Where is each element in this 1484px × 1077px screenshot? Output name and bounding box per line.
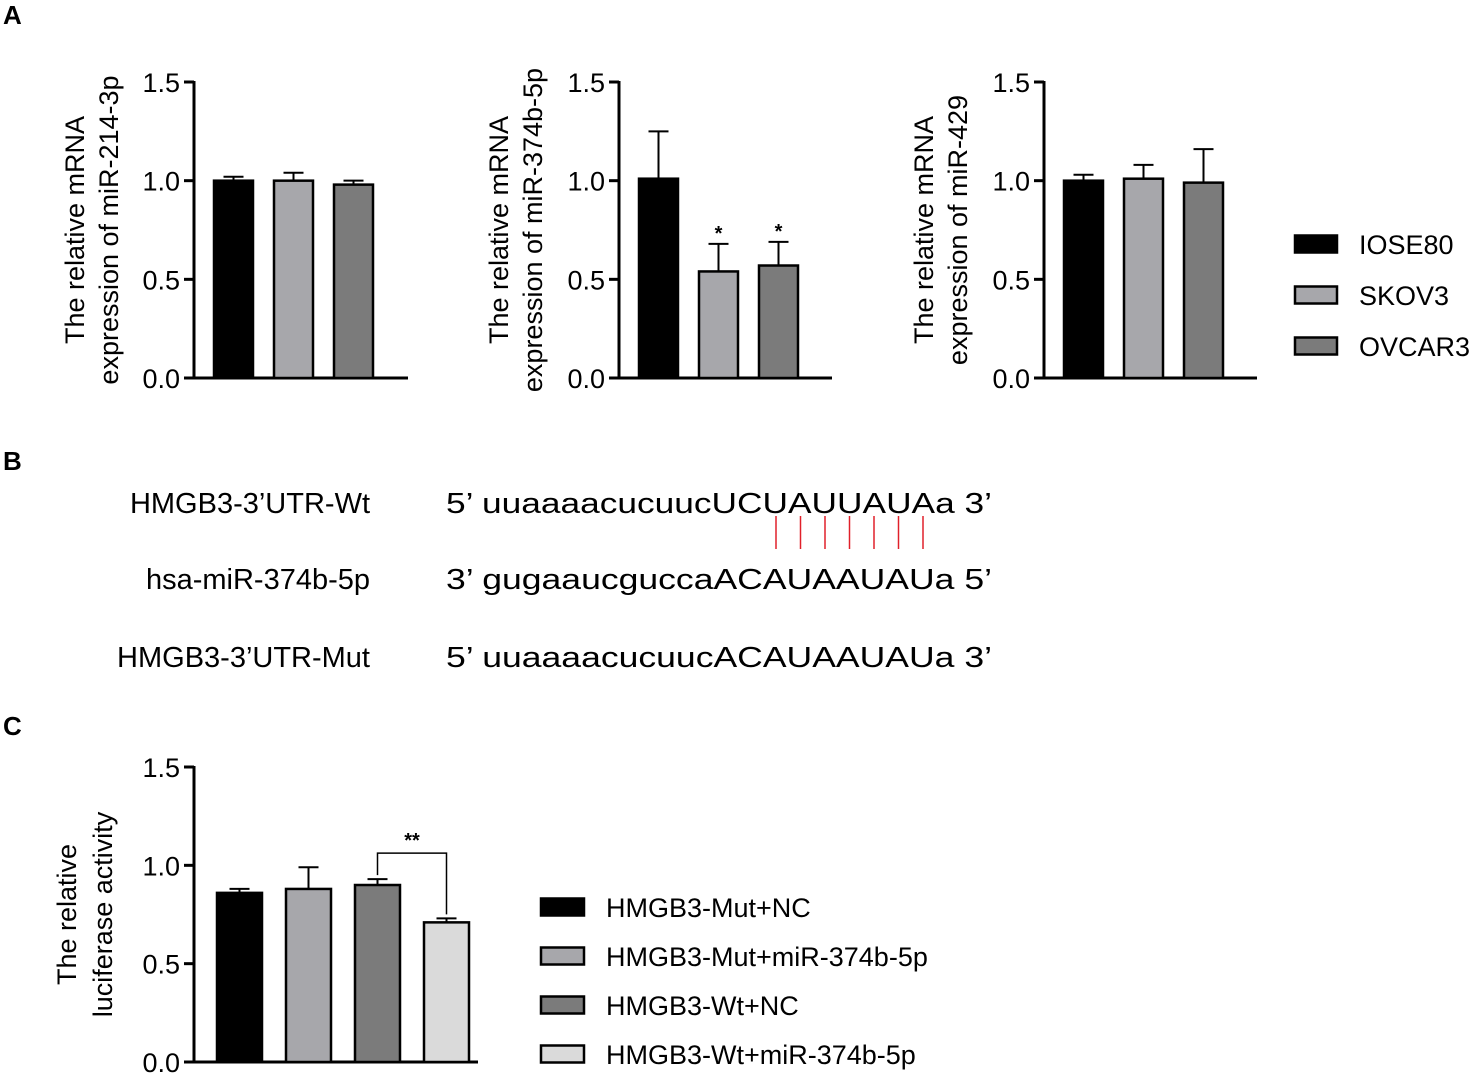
bar — [353, 883, 402, 1064]
y-tick-label: 0.0 — [142, 364, 180, 394]
legend-label: HMGB3-Mut+NC — [606, 893, 811, 923]
bar — [1062, 179, 1105, 380]
base-pairing-lines — [775, 516, 924, 549]
comparison-bracket — [376, 852, 448, 915]
chart-luciferase-activity: 0.0 0.5 1.0 1.5 The relative luciferase activ… — [52, 753, 478, 1077]
bar — [422, 921, 471, 1064]
legend-swatch — [1293, 285, 1339, 305]
chart-mir-429: 0.0 0.5 1.0 1.5 The relative mRNA expression … — [909, 68, 1257, 394]
legend-swatch — [539, 1044, 586, 1064]
y-tick-label: 1.0 — [992, 167, 1030, 197]
bar — [1122, 177, 1165, 380]
bar — [637, 177, 680, 380]
chart-mir-214-3p: 0.0 0.5 1.0 1.5 The relative mRNA expression … — [60, 68, 408, 394]
y-tick-label: 1.0 — [142, 167, 180, 197]
legend-swatch — [1293, 234, 1339, 254]
y-tick-label: 1.5 — [992, 68, 1030, 98]
y-axis-title-line: luciferase activity — [88, 811, 118, 1017]
y-axis-title-line: The relative mRNA — [60, 116, 90, 344]
y-axis-title-line: expression of miR-429 — [943, 95, 973, 365]
y-tick-label: 1.5 — [567, 68, 605, 98]
seq-label-mir: hsa-miR-374b-5p — [146, 564, 370, 596]
panel-letter-a: A — [3, 0, 22, 30]
significance-marker: * — [775, 221, 783, 243]
panel-letter-b: B — [3, 446, 22, 476]
legend-swatch — [539, 995, 586, 1015]
y-tick-label: 1.5 — [142, 68, 180, 98]
y-tick-label: 0.5 — [142, 265, 180, 295]
seq-mir: 3’ gugaaucguccaACAUAAUAUa 5’ — [446, 564, 992, 596]
y-axis-title-line: The relative — [52, 844, 82, 985]
comparison-label: ** — [404, 830, 420, 852]
y-tick-label: 0.5 — [142, 950, 180, 980]
legend-constructs: HMGB3-Mut+NC HMGB3-Mut+miR-374b-5p HMGB3-W… — [539, 893, 928, 1070]
y-tick-label: 1.5 — [142, 753, 180, 783]
y-tick-label: 0.5 — [992, 265, 1030, 295]
y-tick-label: 0.0 — [567, 364, 605, 394]
bar — [212, 179, 255, 380]
y-axis-title-line: The relative mRNA — [909, 116, 939, 344]
bar — [1182, 181, 1225, 380]
legend-label: HMGB3-Wt+NC — [606, 991, 799, 1021]
seq-wt: 5’ uuaaaacucuucUCUAUUAUAa 3’ — [446, 488, 992, 520]
legend-label: SKOV3 — [1359, 281, 1449, 311]
bar — [757, 264, 800, 380]
y-axis-title-line: expression of miR-214-3p — [94, 75, 124, 384]
y-tick-label: 0.5 — [567, 265, 605, 295]
legend-label: IOSE80 — [1359, 230, 1454, 260]
legend-swatch — [539, 897, 586, 917]
legend-label: OVCAR3 — [1359, 332, 1470, 362]
seq-label-mut: HMGB3-3’UTR-Mut — [117, 642, 370, 674]
significance-marker: * — [715, 223, 723, 245]
bar — [215, 891, 264, 1064]
legend-cell-lines: IOSE80 SKOV3 OVCAR3 — [1293, 230, 1470, 362]
sequence-alignment: HMGB3-3’UTR-Wt 5’ uuaaaacucuucUCUAUUAUAa… — [117, 488, 992, 674]
y-tick-label: 0.0 — [142, 1048, 180, 1077]
legend-swatch — [539, 946, 586, 966]
y-tick-label: 0.0 — [992, 364, 1030, 394]
panel-letter-c: C — [3, 711, 22, 741]
seq-label-wt: HMGB3-3’UTR-Wt — [130, 488, 370, 520]
legend-label: HMGB3-Mut+miR-374b-5p — [606, 942, 928, 972]
bar — [284, 887, 333, 1064]
seq-mut: 5’ uuaaaacucuucACAUAAUAUa 3’ — [446, 642, 992, 674]
legend-swatch — [1293, 336, 1339, 356]
y-tick-label: 1.0 — [567, 167, 605, 197]
legend-label: HMGB3-Wt+miR-374b-5p — [606, 1040, 916, 1070]
chart-mir-374b-5p: 0.0 0.5 1.0 1.5 The relative mRNA expression … — [484, 68, 832, 394]
y-axis-title-line: The relative mRNA — [484, 116, 514, 344]
bar — [272, 179, 315, 380]
bar — [697, 270, 740, 380]
bar — [332, 183, 375, 380]
y-axis-title-line: expression of miR-374b-5p — [518, 68, 548, 392]
y-tick-label: 1.0 — [142, 851, 180, 881]
